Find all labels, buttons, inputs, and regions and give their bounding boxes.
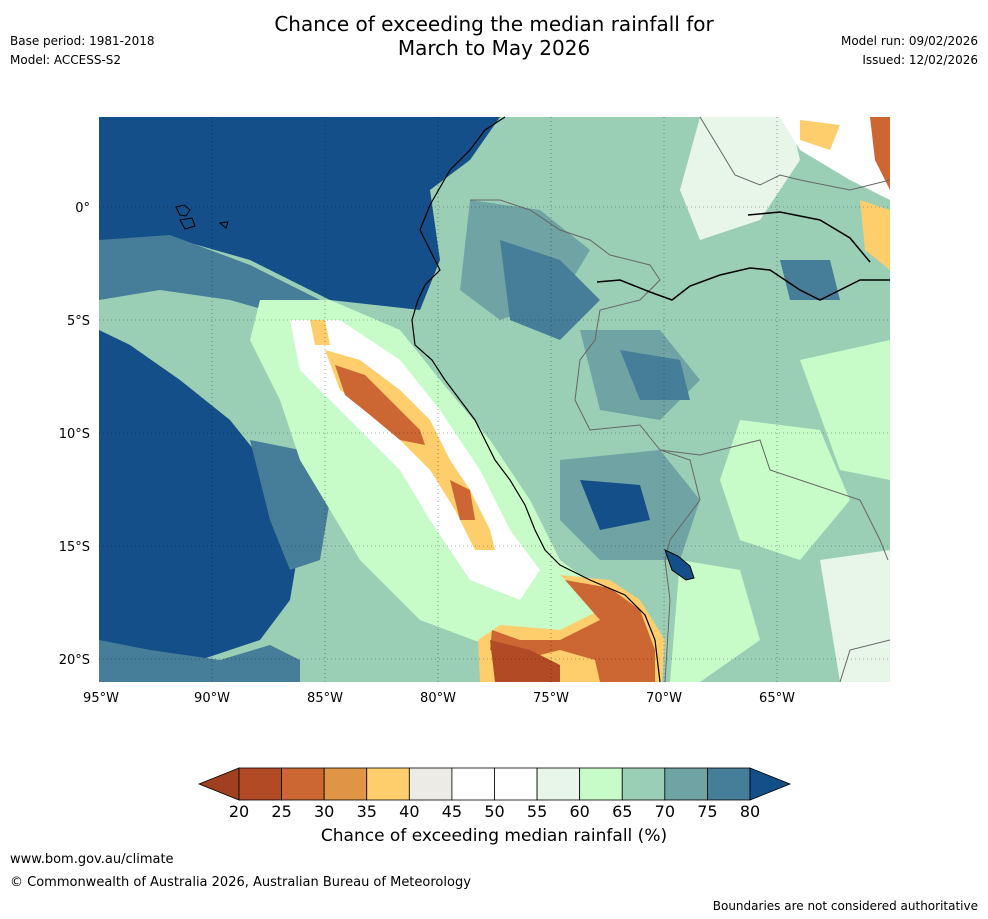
lon-label-95w: 95°W xyxy=(83,691,119,706)
colorbar-tick-label: 40 xyxy=(399,802,419,821)
colorbar-swatch xyxy=(281,767,325,801)
colorbar-title: Chance of exceeding median rainfall (%) xyxy=(320,826,668,846)
field-south-lowest xyxy=(490,640,560,682)
country-border-3 xyxy=(699,116,891,191)
colorbar: 20 25 30 35 40 45 50 55 60 65 70 75 80 xyxy=(197,767,792,821)
colorbar-extend-low xyxy=(197,767,240,801)
model-run: Model run: 09/02/2026 xyxy=(840,34,978,48)
field-east-light-2 xyxy=(720,420,850,560)
run-info: Model run: 09/02/2026 Issued: 12/02/2026 xyxy=(841,32,978,70)
colorbar-swatch xyxy=(238,767,282,801)
rainfall-field xyxy=(99,117,890,682)
field-inland-4 xyxy=(620,350,690,400)
field-east-low-1 xyxy=(800,120,840,150)
colorbar-swatch xyxy=(536,767,581,801)
colorbar-tick-label: 65 xyxy=(612,802,632,821)
field-dark-south-ocean xyxy=(99,330,300,660)
island-1 xyxy=(175,204,191,217)
colorbar-tick-label: 30 xyxy=(314,802,334,821)
field-east-light-4 xyxy=(820,550,890,682)
lon-label-75w: 75°W xyxy=(533,691,569,706)
country-border-4 xyxy=(839,639,891,683)
lat-label-20s: 20°S xyxy=(59,653,90,668)
field-mid-band xyxy=(99,235,320,320)
colorbar-tick-label: 60 xyxy=(569,802,589,821)
lake-titicaca xyxy=(664,549,695,581)
field-mid-patch-2 xyxy=(99,640,300,682)
colorbar-tick-label: 25 xyxy=(271,802,291,821)
colorbar-extend-high xyxy=(749,767,792,801)
model-name: Model: ACCESS-S2 xyxy=(10,53,122,67)
field-inland-dark xyxy=(580,480,650,530)
colorbar-tick-label: 75 xyxy=(697,802,717,821)
colorbar-swatch xyxy=(579,767,623,801)
island-2 xyxy=(179,217,196,230)
field-east-mid xyxy=(780,260,840,300)
field-east-light-1 xyxy=(680,117,800,240)
country-border-2 xyxy=(659,439,889,561)
colorbar-swatch xyxy=(451,767,495,801)
colorbar-tick-label: 80 xyxy=(740,802,760,821)
title-line-2: March to May 2026 xyxy=(397,36,591,60)
title-line-1: Chance of exceeding the median rainfall … xyxy=(274,12,714,36)
field-east-light-5 xyxy=(670,560,760,682)
field-east-low-2 xyxy=(860,200,890,270)
colorbar-swatch xyxy=(664,767,708,801)
colorbar-swatch xyxy=(707,767,751,801)
country-border-1 xyxy=(470,199,701,683)
colorbar-tick-label: 50 xyxy=(484,802,504,821)
field-east-light-3 xyxy=(800,340,890,480)
coastline xyxy=(411,116,661,683)
lat-label-10s: 10°S xyxy=(59,427,90,442)
lon-label-80w: 80°W xyxy=(420,691,456,706)
lon-label-70w: 70°W xyxy=(646,691,682,706)
lon-label-85w: 85°W xyxy=(307,691,343,706)
colorbar-swatch xyxy=(323,767,368,801)
lat-label-0: 0° xyxy=(75,201,90,216)
colorbar-swatch xyxy=(408,767,453,801)
chart-title: Chance of exceeding the median rainfall … xyxy=(0,12,988,60)
lon-label-65w: 65°W xyxy=(759,691,795,706)
model-info: Base period: 1981-2018 Model: ACCESS-S2 xyxy=(10,32,155,70)
colorbar-tick-label: 70 xyxy=(655,802,675,821)
base-period: Base period: 1981-2018 xyxy=(10,34,155,48)
field-lower-patch xyxy=(450,480,475,520)
colorbar-tick-label: 45 xyxy=(442,802,462,821)
footer-note: Boundaries are not considered authoritat… xyxy=(712,899,978,913)
colorbar-tick-label: 35 xyxy=(357,802,377,821)
amazon-river xyxy=(596,267,890,301)
field-low-patch-1 xyxy=(310,320,330,345)
galapagos-islands xyxy=(175,204,229,230)
field-dark-north-ocean xyxy=(99,117,500,310)
colorbar-tick-label: 55 xyxy=(527,802,547,821)
field-lower-band xyxy=(335,365,425,445)
footer-copyright: © Commonwealth of Australia 2026, Austra… xyxy=(10,875,471,890)
lat-label-15s: 15°S xyxy=(59,540,90,555)
colorbar-tick-label: 20 xyxy=(229,802,249,821)
lon-label-90w: 90°W xyxy=(194,691,230,706)
island-3 xyxy=(218,221,229,229)
lat-label-5s: 5°S xyxy=(67,314,90,329)
colorbar-swatch xyxy=(621,767,666,801)
footer-url[interactable]: www.bom.gov.au/climate xyxy=(10,852,174,867)
issued-date: Issued: 12/02/2026 xyxy=(862,53,978,67)
colorbar-swatch xyxy=(366,767,410,801)
northern-river xyxy=(747,211,871,263)
field-inland-2 xyxy=(500,240,600,340)
colorbar-swatch xyxy=(494,767,538,801)
field-east-lower xyxy=(870,117,890,190)
